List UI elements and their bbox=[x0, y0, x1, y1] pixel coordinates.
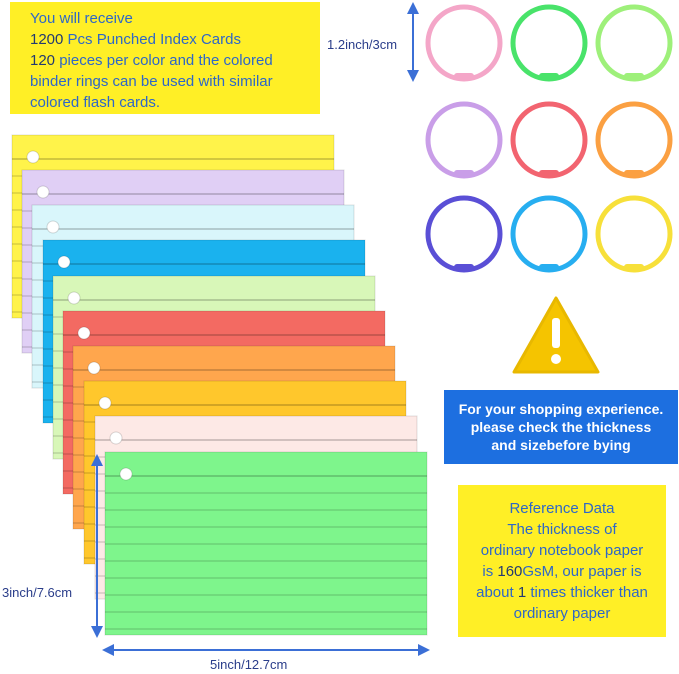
intro-box: You will receive 1200 Pcs Punched Index … bbox=[10, 2, 320, 114]
reference-line-5-a: about bbox=[476, 584, 518, 601]
ring-size-label: 1.2inch/3cm bbox=[327, 37, 398, 52]
punch-hole-icon bbox=[109, 431, 123, 445]
intro-count-per-color: 120 bbox=[30, 52, 56, 69]
punch-hole-icon bbox=[77, 326, 91, 340]
card-width-label: 5inch/12.7cm bbox=[210, 657, 288, 672]
punch-hole-icon bbox=[36, 185, 50, 199]
reference-line-5-b: times thicker than bbox=[526, 584, 648, 601]
intro-line-5: colored flash cards. bbox=[30, 94, 161, 111]
punch-hole-icon bbox=[87, 361, 101, 375]
warning-icon bbox=[512, 296, 600, 374]
index-cards-stack bbox=[11, 134, 428, 636]
ring-lavender bbox=[425, 101, 503, 179]
ring-light-green bbox=[595, 4, 673, 82]
intro-count-total: 1200 bbox=[30, 31, 64, 48]
reference-box: Reference Data The thickness of ordinary… bbox=[458, 485, 666, 637]
reference-line-6: ordinary paper bbox=[513, 605, 611, 622]
intro-line-1: You will receive bbox=[30, 10, 133, 27]
punch-hole-icon bbox=[57, 255, 71, 269]
ring-red bbox=[510, 101, 588, 179]
shopping-note-line-3: and sizebefore bying bbox=[491, 437, 631, 453]
intro-line-3-text: pieces per color and the colored bbox=[55, 52, 273, 69]
ring-green bbox=[510, 4, 588, 82]
shopping-note-line-2: please check the thickness bbox=[470, 419, 652, 435]
index-card-green bbox=[104, 451, 428, 636]
reference-line-4-b: GsM, our paper is bbox=[522, 563, 642, 580]
binder-rings bbox=[425, 4, 673, 273]
reference-line-3: ordinary notebook paper bbox=[480, 542, 644, 559]
punch-hole-icon bbox=[119, 467, 133, 481]
ring-orange bbox=[595, 101, 673, 179]
reference-times-value: 1 bbox=[517, 584, 527, 601]
punch-hole-icon bbox=[26, 150, 40, 164]
card-height-label: 3inch/7.6cm bbox=[2, 585, 73, 600]
punch-hole-icon bbox=[67, 291, 81, 305]
reference-line-4: is 160GsM, our paper is bbox=[458, 561, 666, 582]
reference-line-2: The thickness of bbox=[507, 521, 617, 538]
intro-line-3: 120 pieces per color and the colored bbox=[30, 50, 320, 71]
punch-hole-icon bbox=[46, 220, 60, 234]
intro-line-2-text: Pcs Punched Index Cards bbox=[63, 31, 241, 48]
reference-gsm-value: 160 bbox=[497, 563, 523, 580]
shopping-note-box: For your shopping experience. please che… bbox=[444, 390, 678, 464]
reference-line-4-a: is bbox=[482, 563, 498, 580]
intro-line-2: 1200 Pcs Punched Index Cards bbox=[30, 29, 320, 50]
reference-title: Reference Data bbox=[509, 500, 615, 517]
ring-sky-blue bbox=[510, 195, 588, 273]
ring-yellow bbox=[595, 195, 673, 273]
intro-line-4: binder rings can be used with similar bbox=[30, 73, 273, 90]
shopping-note-line-1: For your shopping experience. bbox=[458, 401, 664, 417]
punch-hole-icon bbox=[98, 396, 112, 410]
reference-line-5: about 1 times thicker than bbox=[458, 582, 666, 603]
ring-pink bbox=[425, 4, 503, 82]
ring-violet bbox=[425, 195, 503, 273]
